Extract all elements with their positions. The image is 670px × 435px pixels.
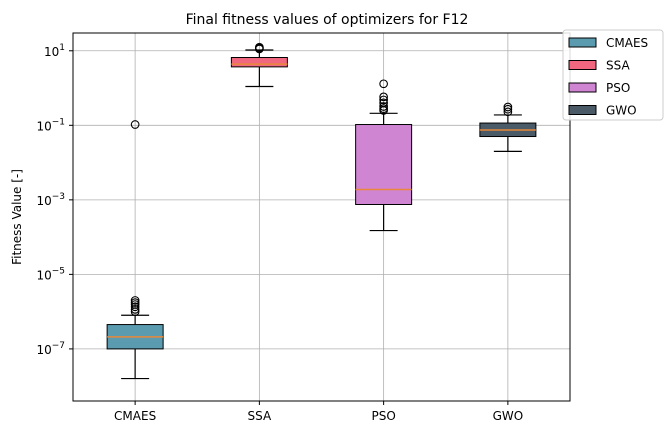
- y-tick-label: 10−7: [36, 341, 65, 357]
- outlier-point: [503, 104, 513, 114]
- x-tick-label: PSO: [371, 409, 395, 423]
- legend: CMAES SSA PSO GWO: [562, 29, 664, 121]
- y-tick-label: 10−3: [36, 192, 65, 208]
- legend-label-gwo: GWO: [606, 104, 637, 118]
- box-cmaes: [106, 120, 164, 380]
- outlier-point: [379, 95, 388, 105]
- box-gwo: [479, 102, 537, 152]
- x-tick-label: SSA: [248, 409, 272, 423]
- y-tick-label: 10−5: [36, 266, 65, 282]
- box-pso: [355, 79, 413, 232]
- outlier-point: [255, 44, 264, 54]
- box-layer: [106, 42, 537, 380]
- legend-label-pso: PSO: [606, 81, 630, 95]
- outlier-point: [130, 296, 140, 305]
- legend-frame: [562, 29, 664, 121]
- outlier-point: [379, 102, 388, 111]
- x-tick-label: CMAES: [114, 409, 156, 423]
- x-tick-label: GWO: [493, 409, 524, 423]
- box-ssa: [230, 42, 288, 88]
- outlier-point: [503, 102, 513, 112]
- outlier-point: [379, 106, 388, 115]
- legend-label-cmaes: CMAES: [606, 36, 648, 50]
- outlier-point: [130, 305, 140, 314]
- outlier-point: [130, 302, 140, 312]
- y-tick-label: 10−1: [36, 117, 65, 133]
- outlier-point: [503, 107, 513, 117]
- legend-label-ssa: SSA: [606, 59, 630, 73]
- legend-swatch-gwo: [568, 105, 597, 115]
- y-axis-label: Fitness Value [-]: [10, 169, 24, 265]
- outlier-point: [130, 120, 140, 129]
- outlier-point: [379, 92, 388, 102]
- box-body: [230, 57, 288, 68]
- y-tick-label: 101: [44, 43, 65, 59]
- chart-title: Final fitness values of optimizers for F…: [186, 12, 469, 28]
- legend-swatch-pso: [568, 82, 597, 93]
- box-body: [355, 124, 413, 205]
- legend-swatch-ssa: [568, 60, 597, 70]
- legend-swatch-cmaes: [568, 37, 597, 48]
- axis-layer: 101 10−1 10−3 10−5 10−7 CMAES SSA PSO GWO: [36, 32, 571, 423]
- plot-frame: [72, 32, 571, 402]
- outlier-point: [130, 307, 140, 316]
- outlier-point: [379, 79, 388, 89]
